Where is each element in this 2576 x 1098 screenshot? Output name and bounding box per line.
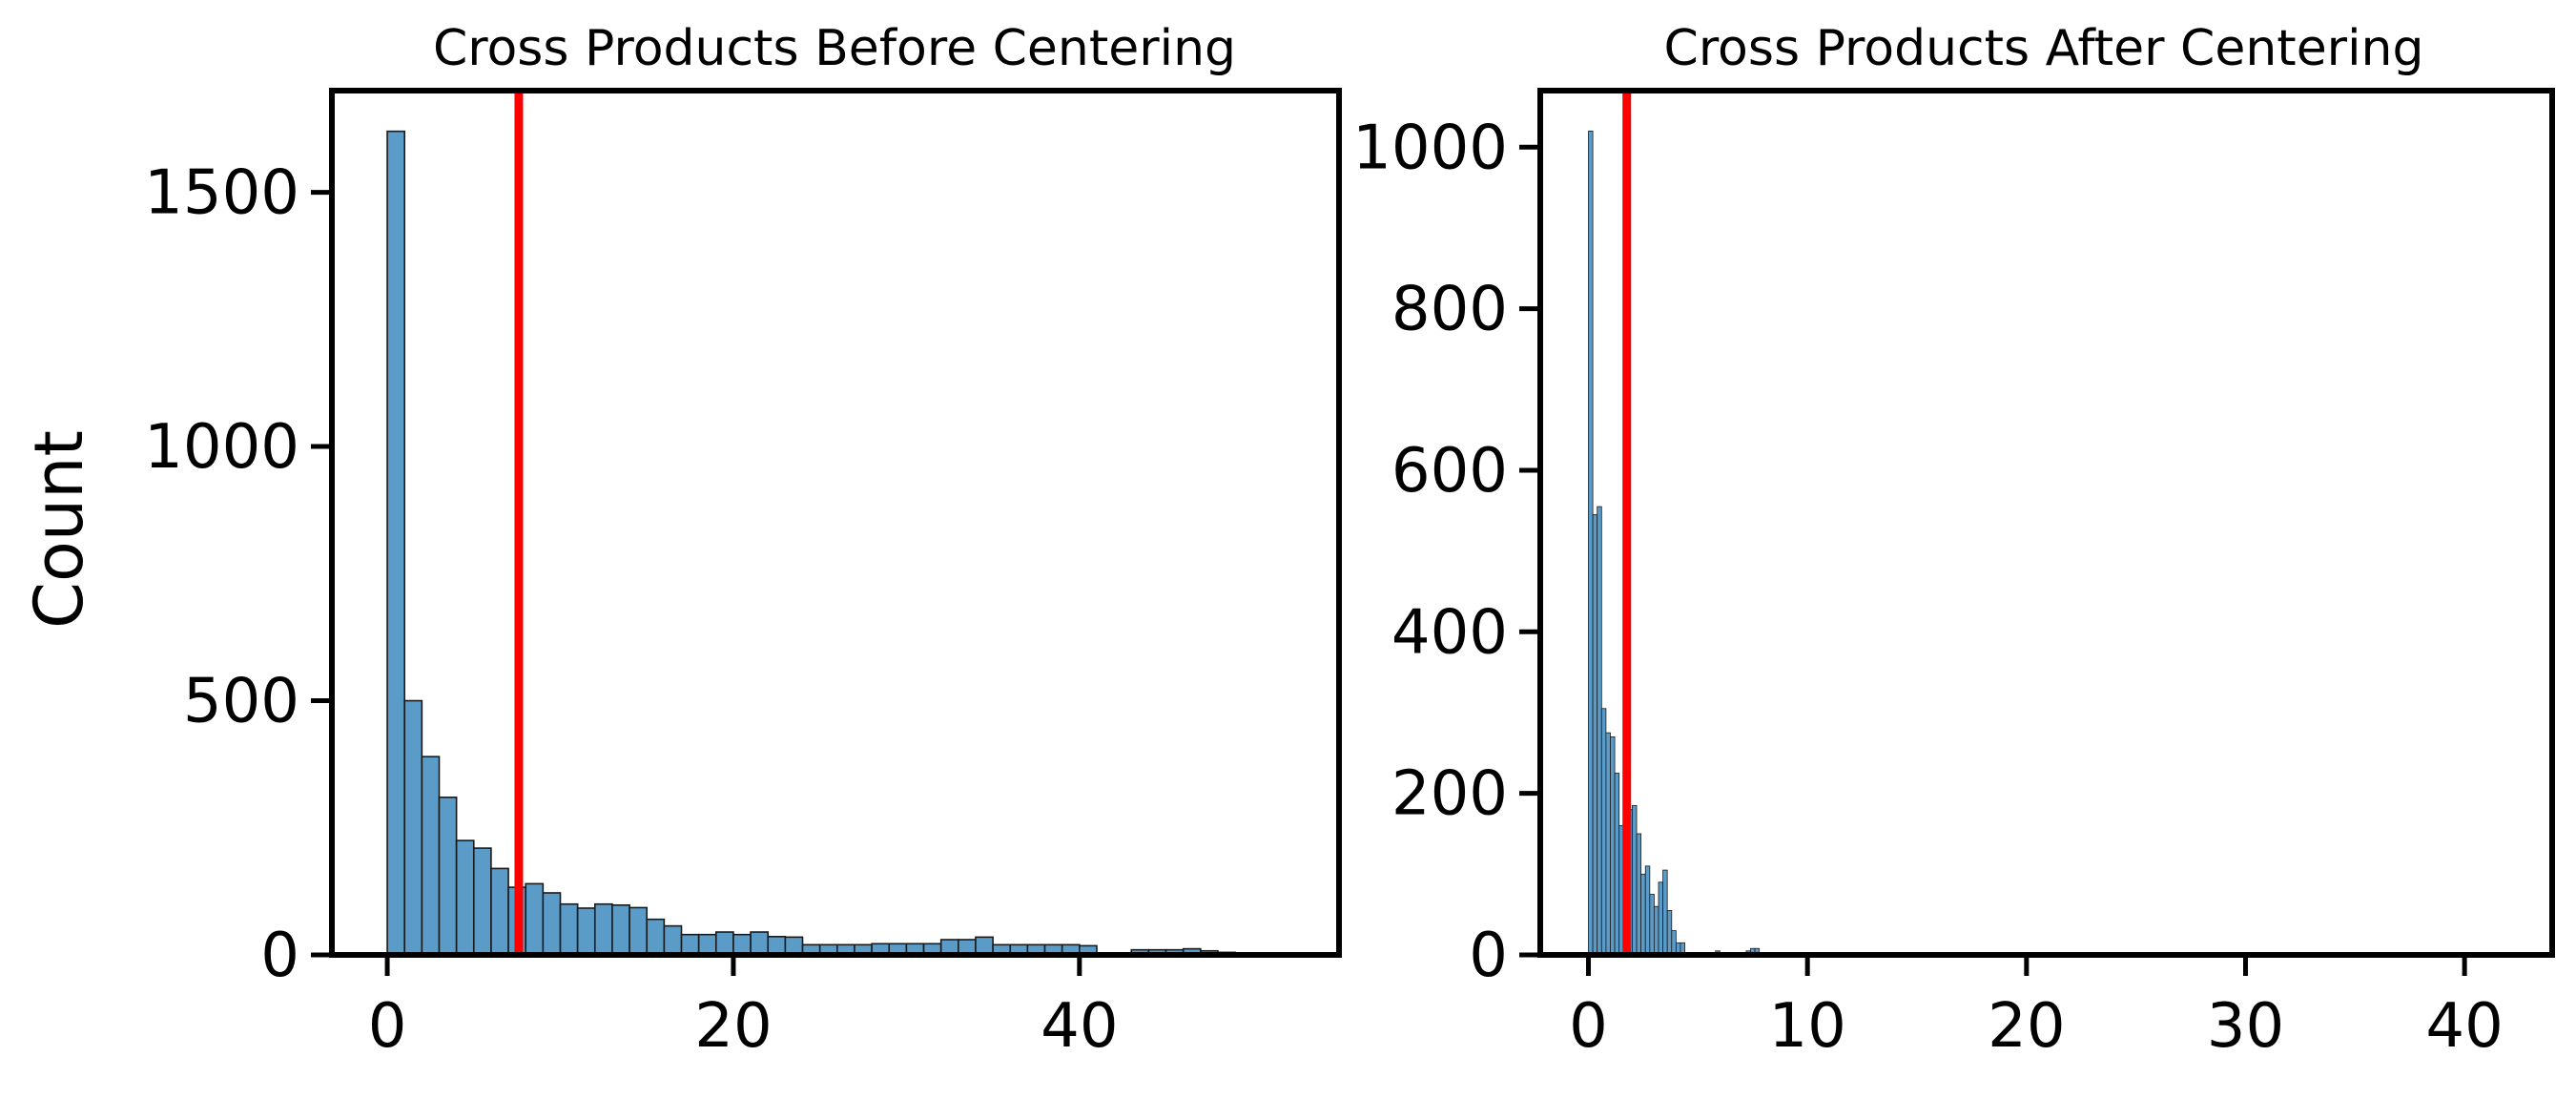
histogram-bar bbox=[1597, 506, 1602, 956]
y-axis-ticks: 0 200 400 600 800 1000 bbox=[1352, 113, 1540, 991]
histogram-bar bbox=[593, 902, 613, 956]
x-tick-label: 40 bbox=[2425, 991, 2503, 1062]
x-tick-label: 20 bbox=[694, 991, 772, 1062]
histogram-bar bbox=[732, 933, 752, 956]
histogram-bar bbox=[1654, 905, 1659, 956]
histogram-bar bbox=[1600, 708, 1607, 956]
histogram-bar bbox=[697, 933, 717, 956]
y-axis-label: Count bbox=[20, 430, 98, 629]
histogram-bar bbox=[1644, 865, 1651, 956]
y-tick-label: 400 bbox=[1391, 597, 1508, 668]
histogram-bar bbox=[1640, 873, 1646, 956]
y-tick-label: 1000 bbox=[144, 412, 299, 483]
plot-frame bbox=[329, 88, 1342, 958]
histogram-bar bbox=[1636, 833, 1642, 956]
histogram-bar bbox=[421, 756, 441, 956]
histogram-bar bbox=[559, 902, 579, 956]
y-tick-label: 800 bbox=[1391, 275, 1508, 345]
histogram-bar bbox=[455, 839, 475, 956]
x-tick-label: 40 bbox=[1041, 991, 1118, 1062]
y-axis-ticks: 0 500 1000 1500 bbox=[144, 158, 332, 991]
y-tick-label: 1000 bbox=[1352, 113, 1508, 183]
bars bbox=[1588, 130, 1761, 956]
histogram-bar bbox=[611, 903, 630, 956]
y-tick-label: 200 bbox=[1391, 759, 1508, 830]
bars bbox=[386, 130, 1236, 956]
histogram-bar bbox=[1671, 930, 1677, 956]
histogram-bar bbox=[386, 130, 405, 956]
chart-title: Cross Products After Centering bbox=[1664, 20, 2424, 77]
histogram-bar bbox=[663, 924, 683, 956]
x-tick-label: 30 bbox=[2207, 991, 2284, 1062]
histogram-bar bbox=[714, 931, 734, 956]
histogram-bar bbox=[542, 892, 562, 956]
histogram-bar bbox=[1649, 894, 1655, 956]
histogram-after-centering: Cross Products After Centering 020040060… bbox=[1352, 20, 2555, 1062]
histogram-bar bbox=[525, 882, 545, 956]
plot-frame bbox=[1537, 88, 2555, 958]
x-tick-label: 0 bbox=[368, 991, 407, 1062]
histogram-bar bbox=[576, 907, 596, 956]
histogram-bar bbox=[490, 867, 509, 956]
histogram-bar bbox=[1592, 514, 1598, 956]
x-tick-label: 20 bbox=[1988, 991, 2065, 1062]
y-tick-label: 600 bbox=[1391, 436, 1508, 507]
histogram-bar bbox=[1658, 881, 1664, 956]
histogram-bar bbox=[1632, 804, 1638, 956]
y-tick-label: 1500 bbox=[144, 158, 299, 229]
histogram-bar bbox=[403, 699, 423, 956]
histogram-bar bbox=[680, 933, 700, 956]
histogram-bar bbox=[1605, 732, 1611, 956]
histogram-bar bbox=[1662, 869, 1668, 956]
histogram-bar bbox=[750, 931, 770, 956]
histogram-bar bbox=[646, 918, 666, 956]
y-tick-label: 0 bbox=[1469, 921, 1508, 991]
x-axis-ticks: 0 20 40 bbox=[368, 955, 1119, 1062]
histogram-bar bbox=[1588, 130, 1594, 956]
x-tick-label: 10 bbox=[1768, 991, 1845, 1062]
x-tick-label: 0 bbox=[1569, 991, 1608, 1062]
x-axis-ticks: 0 10 20 30 40 bbox=[1569, 955, 2504, 1062]
histogram-bar bbox=[1666, 910, 1673, 956]
histogram-bar bbox=[438, 796, 458, 956]
histogram-bar bbox=[472, 847, 492, 956]
y-tick-label: 0 bbox=[260, 921, 299, 991]
histogram-bar bbox=[629, 906, 649, 956]
y-tick-label: 500 bbox=[183, 667, 299, 737]
chart-title: Cross Products Before Centering bbox=[433, 20, 1236, 77]
histogram-before-centering: Cross Products Before Centering Count 0 5… bbox=[20, 20, 1342, 1062]
histogram-bar bbox=[1610, 735, 1616, 956]
histogram-bar bbox=[1614, 773, 1620, 956]
